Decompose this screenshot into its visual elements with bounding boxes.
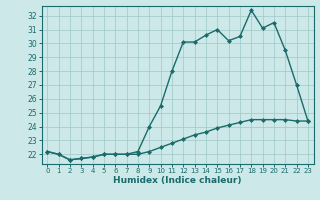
X-axis label: Humidex (Indice chaleur): Humidex (Indice chaleur)	[113, 176, 242, 185]
